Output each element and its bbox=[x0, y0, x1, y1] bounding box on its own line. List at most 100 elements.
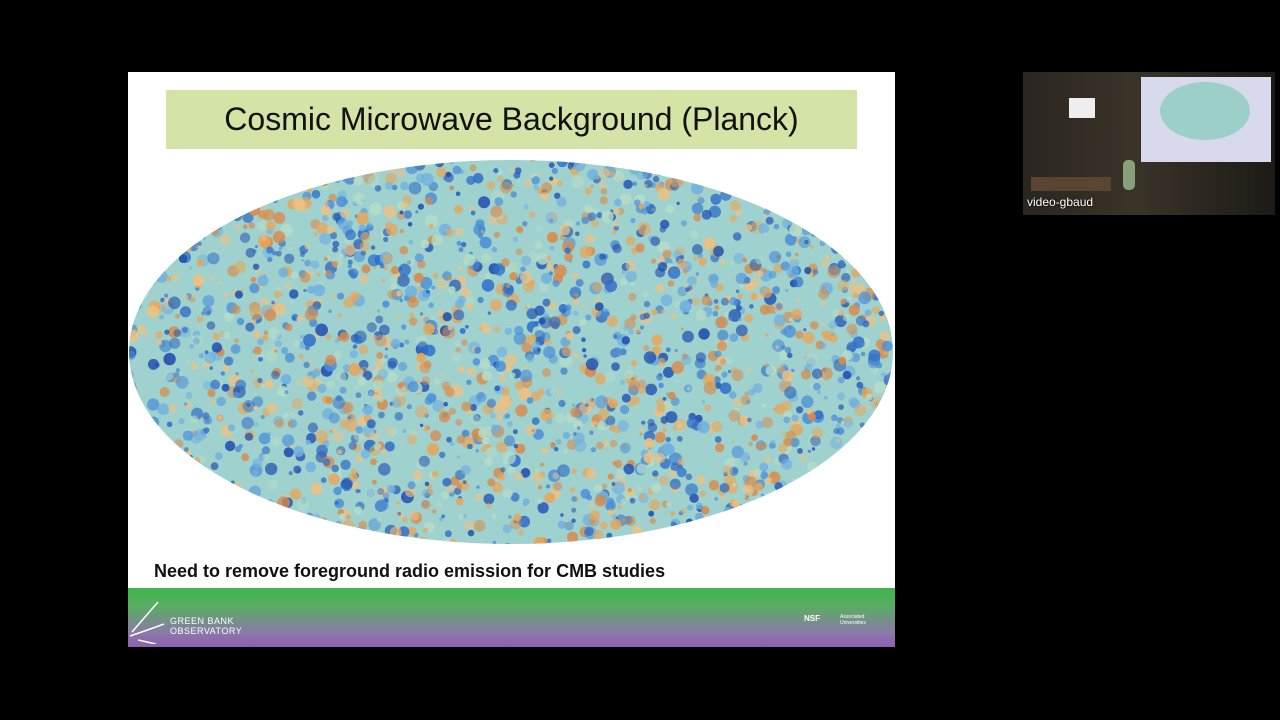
cmb-speck bbox=[684, 162, 697, 174]
cmb-speck bbox=[514, 471, 524, 481]
cmb-speck bbox=[774, 182, 786, 195]
cmb-speck bbox=[733, 538, 741, 544]
cmb-speck bbox=[795, 252, 799, 257]
cmb-speck bbox=[295, 380, 301, 386]
cmb-speck bbox=[457, 266, 462, 271]
cmb-speck bbox=[175, 368, 181, 373]
cmb-speck bbox=[695, 512, 704, 522]
cmb-speck bbox=[461, 241, 467, 248]
cmb-speck bbox=[600, 537, 613, 544]
cmb-speck bbox=[537, 498, 543, 504]
cmb-speck bbox=[596, 176, 600, 180]
cmb-speck bbox=[230, 437, 235, 442]
cmb-speck bbox=[883, 350, 888, 355]
cmb-speck bbox=[315, 323, 328, 337]
cmb-speck bbox=[668, 470, 677, 478]
cmb-speck bbox=[252, 249, 257, 254]
cmb-speck bbox=[670, 521, 677, 528]
cmb-speck bbox=[784, 386, 797, 399]
cmb-speck bbox=[344, 174, 355, 185]
cmb-speck bbox=[260, 415, 265, 419]
cmb-speck bbox=[355, 488, 360, 494]
cmb-speck bbox=[725, 160, 732, 167]
cmb-speck bbox=[744, 313, 754, 323]
cmb-speck bbox=[202, 235, 207, 240]
cmb-speck bbox=[772, 539, 779, 544]
cmb-speck bbox=[803, 219, 807, 223]
cmb-speck bbox=[195, 536, 200, 541]
cmb-speck bbox=[490, 205, 503, 218]
cmb-speck bbox=[733, 252, 745, 264]
cmb-speck bbox=[439, 451, 446, 459]
cmb-speck bbox=[842, 370, 852, 380]
cmb-speck bbox=[636, 463, 648, 475]
cmb-speck bbox=[807, 449, 811, 453]
participant-video[interactable]: video-gbaud bbox=[1023, 72, 1275, 215]
cmb-speck bbox=[837, 392, 845, 401]
cmb-speck bbox=[579, 318, 587, 327]
cmb-speck bbox=[458, 513, 465, 520]
cmb-speck bbox=[359, 275, 369, 284]
cmb-speck bbox=[174, 439, 184, 449]
cmb-speck bbox=[323, 256, 328, 262]
cmb-speck bbox=[856, 376, 861, 381]
cmb-speck bbox=[840, 420, 845, 424]
cmb-speck bbox=[394, 541, 403, 544]
cmb-speck bbox=[765, 365, 777, 376]
cmb-speck bbox=[676, 379, 680, 383]
cmb-speck bbox=[173, 372, 180, 378]
cmb-speck bbox=[647, 418, 655, 427]
cmb-speck bbox=[637, 379, 647, 389]
cmb-speck bbox=[143, 200, 153, 210]
cmb-speck bbox=[165, 502, 171, 508]
cmb-speck bbox=[856, 215, 865, 225]
cmb-speck bbox=[690, 521, 695, 526]
cmb-speck bbox=[160, 455, 172, 467]
cmb-speck bbox=[864, 309, 872, 317]
cmb-speck bbox=[303, 288, 307, 293]
cmb-speck bbox=[656, 373, 663, 381]
cmb-speck bbox=[257, 275, 269, 287]
cmb-speck bbox=[252, 357, 256, 361]
cmb-speck bbox=[591, 545, 595, 548]
cmb-speck bbox=[860, 263, 870, 272]
cmb-speck bbox=[677, 458, 685, 466]
cmb-speck bbox=[347, 259, 353, 265]
cmb-speck bbox=[709, 160, 722, 168]
cmb-speck bbox=[163, 501, 174, 512]
cmb-speck bbox=[508, 515, 512, 519]
cmb-speck bbox=[540, 408, 554, 422]
cmb-speck bbox=[864, 337, 870, 344]
cmb-speck bbox=[751, 521, 759, 529]
cmb-speck bbox=[149, 487, 153, 491]
cmb-speck bbox=[147, 398, 160, 411]
cmb-speck bbox=[656, 403, 666, 413]
cmb-speck bbox=[691, 202, 704, 215]
cmb-speck bbox=[330, 293, 335, 299]
cmb-speck bbox=[868, 160, 873, 165]
cmb-speck bbox=[378, 324, 390, 336]
cmb-speck bbox=[174, 220, 179, 225]
cmb-speck bbox=[223, 356, 234, 366]
cmb-speck bbox=[634, 199, 641, 206]
cmb-speck bbox=[237, 511, 248, 522]
cmb-speck bbox=[358, 520, 368, 530]
cmb-speck bbox=[293, 446, 304, 457]
cmb-speck bbox=[851, 267, 861, 278]
cmb-speck bbox=[527, 334, 537, 344]
cmb-speck bbox=[189, 344, 194, 349]
cmb-speck bbox=[483, 493, 495, 505]
cmb-speck bbox=[516, 178, 521, 183]
cmb-speck bbox=[231, 530, 236, 535]
cmb-speck bbox=[609, 439, 618, 448]
cmb-speck bbox=[792, 276, 804, 288]
cmb-speck bbox=[203, 427, 210, 434]
cmb-speck bbox=[518, 387, 531, 401]
cmb-speck bbox=[141, 175, 148, 181]
cmb-speck bbox=[130, 406, 138, 414]
cmb-speck bbox=[882, 476, 893, 490]
cmb-speck bbox=[484, 457, 493, 467]
cmb-speck bbox=[165, 201, 170, 206]
cmb-speck bbox=[136, 303, 142, 309]
cmb-speck bbox=[178, 215, 183, 220]
